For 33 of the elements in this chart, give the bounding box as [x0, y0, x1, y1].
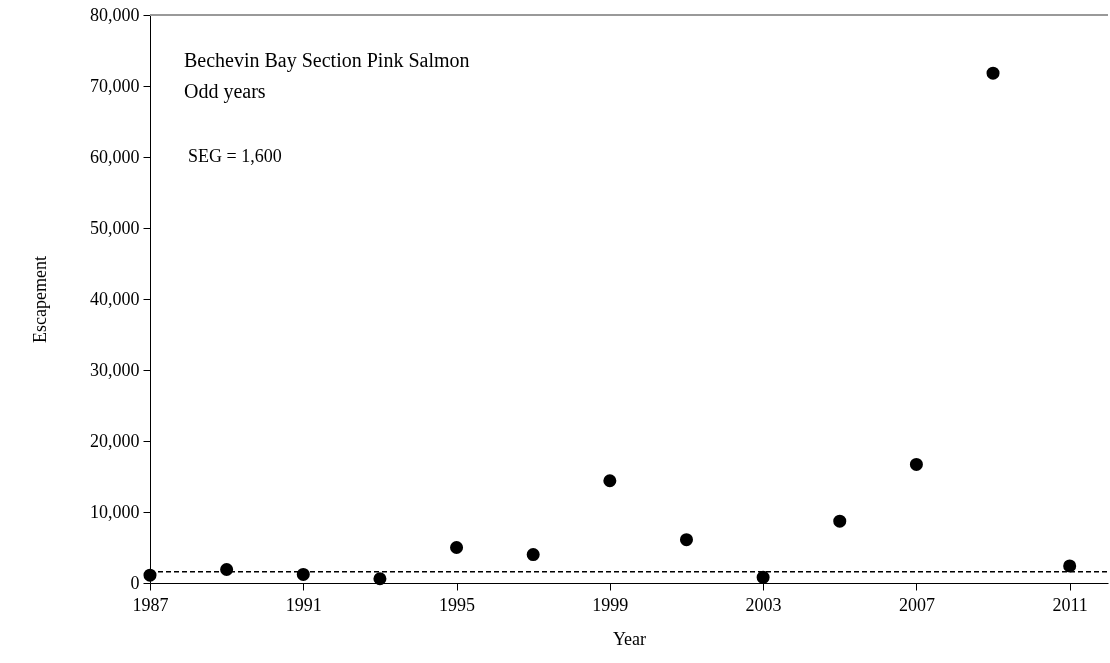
- point: [756, 570, 770, 584]
- point: [1063, 559, 1077, 573]
- x-tick-label: 1991: [285, 594, 322, 615]
- y-tick-label: 40,000: [90, 288, 140, 309]
- point: [909, 457, 923, 471]
- point: [986, 66, 1000, 80]
- x-tick-label: 2011: [1052, 594, 1088, 615]
- y-tick-label: 80,000: [90, 4, 140, 25]
- ref-line-label: SEG = 1,600: [188, 146, 282, 166]
- x-tick-label: 1999: [592, 594, 629, 615]
- y-tick-label: 60,000: [90, 146, 140, 167]
- point: [833, 514, 847, 528]
- y-tick-label: 10,000: [90, 501, 140, 522]
- point: [603, 474, 617, 488]
- point: [296, 567, 310, 581]
- y-tick-label: 50,000: [90, 217, 140, 238]
- point: [526, 548, 540, 562]
- x-tick-label: 1987: [132, 594, 169, 615]
- y-tick-label: 70,000: [90, 75, 140, 96]
- annotation: Odd years: [184, 80, 266, 103]
- point: [679, 533, 693, 547]
- point: [450, 540, 464, 555]
- y-tick-label: 0: [130, 572, 140, 593]
- y-tick-label: 30,000: [90, 359, 140, 380]
- x-tick-label: 2003: [745, 594, 782, 615]
- annotation: Bechevin Bay Section Pink Salmon: [184, 49, 470, 72]
- x-tick-label: 1995: [439, 594, 476, 615]
- point: [373, 572, 387, 586]
- point: [220, 563, 234, 577]
- x-tick-label: 2007: [898, 594, 935, 615]
- y-axis-title: Escapement: [30, 256, 50, 343]
- y-tick-label: 20,000: [90, 430, 140, 451]
- x-axis-title: Year: [612, 628, 647, 649]
